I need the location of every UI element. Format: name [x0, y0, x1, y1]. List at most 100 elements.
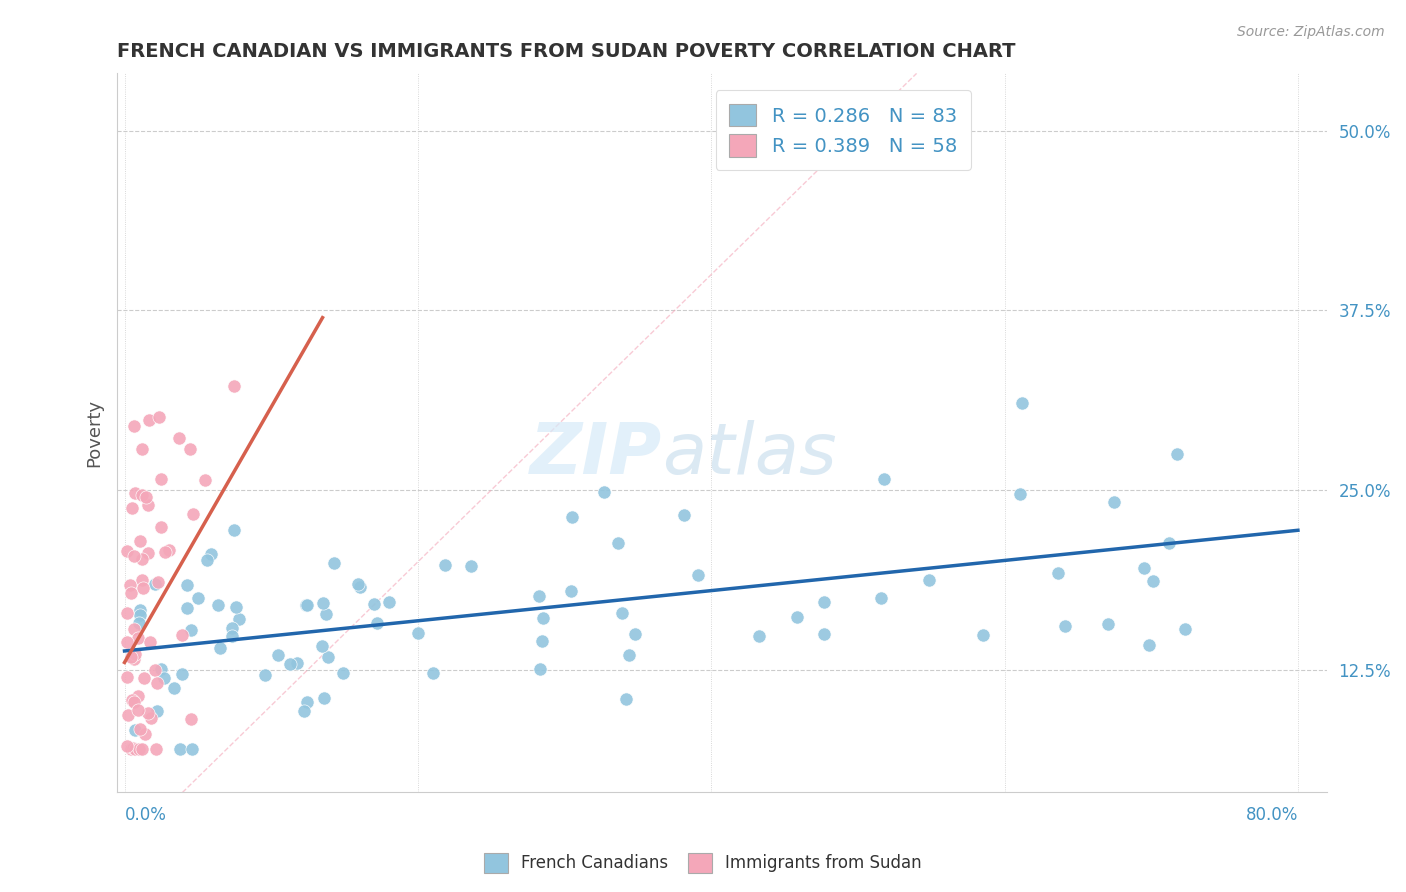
Point [181, 741, 204, 756]
Point [121, 501, 143, 516]
Point [131, 488, 153, 502]
Point [136, 545, 159, 559]
Point [152, 672, 174, 686]
Point [1008, 487, 1031, 501]
Point [128, 722, 150, 736]
Point [117, 739, 139, 753]
Point [148, 409, 170, 424]
Point [143, 577, 166, 591]
Point [813, 627, 835, 641]
Point [169, 431, 191, 445]
Point [129, 603, 152, 617]
Point [117, 708, 139, 723]
Point [117, 669, 139, 683]
Point [1142, 574, 1164, 589]
Point [131, 552, 153, 566]
Point [346, 576, 368, 591]
Point [316, 649, 339, 664]
Point [127, 631, 149, 645]
Point [124, 723, 146, 737]
Point [124, 486, 146, 500]
Point [136, 498, 159, 512]
Text: atlas: atlas [662, 419, 837, 489]
Point [267, 648, 290, 663]
Point [128, 607, 150, 622]
Point [529, 662, 551, 676]
Point [408, 626, 430, 640]
Point [295, 598, 318, 612]
Text: 80.0%: 80.0% [1246, 806, 1298, 824]
Text: 0.0%: 0.0% [125, 806, 166, 824]
Point [163, 681, 186, 696]
Point [323, 556, 346, 570]
Point [292, 704, 315, 718]
Point [150, 662, 173, 676]
Point [1046, 566, 1069, 581]
Point [122, 741, 145, 756]
Point [146, 575, 169, 590]
Point [1159, 536, 1181, 550]
Point [527, 589, 550, 603]
Point [157, 543, 180, 558]
Point [153, 545, 176, 559]
Point [1137, 638, 1160, 652]
Point [225, 599, 247, 614]
Point [254, 668, 277, 682]
Point [363, 597, 385, 611]
Point [560, 584, 582, 599]
Point [117, 606, 139, 620]
Point [917, 573, 939, 587]
Point [128, 616, 150, 631]
Point [124, 652, 146, 666]
Point [138, 706, 160, 721]
Point [813, 595, 835, 609]
Point [870, 591, 893, 606]
Point [122, 695, 145, 709]
Point [366, 615, 388, 630]
Point [561, 510, 583, 524]
Point [117, 634, 139, 648]
Point [530, 633, 553, 648]
Point [187, 591, 209, 605]
Point [614, 691, 637, 706]
Point [143, 663, 166, 677]
Point [180, 712, 202, 726]
Point [224, 523, 246, 537]
Legend: French Canadians, Immigrants from Sudan: French Canadians, Immigrants from Sudan [478, 847, 928, 880]
Point [280, 657, 302, 672]
Text: Source: ZipAtlas.com: Source: ZipAtlas.com [1237, 25, 1385, 39]
Point [607, 536, 630, 550]
Point [124, 419, 146, 434]
Point [1104, 495, 1126, 509]
Point [120, 586, 142, 600]
Point [134, 727, 156, 741]
Point [179, 442, 201, 456]
Point [180, 623, 202, 637]
Point [135, 490, 157, 504]
Point [127, 689, 149, 703]
Point [200, 547, 222, 561]
Point [209, 640, 232, 655]
Point [610, 606, 633, 620]
Point [311, 639, 333, 653]
Point [207, 599, 229, 613]
Point [1011, 395, 1033, 409]
Point [149, 520, 172, 534]
Point [672, 508, 695, 523]
Point [176, 577, 198, 591]
Point [1097, 617, 1119, 632]
Point [172, 628, 194, 642]
Point [132, 671, 155, 685]
Point [221, 621, 243, 635]
Point [120, 650, 142, 665]
Point [786, 610, 808, 624]
Point [228, 612, 250, 626]
Point [122, 622, 145, 636]
Point [139, 635, 162, 649]
Point [139, 711, 162, 725]
Point [176, 601, 198, 615]
Point [531, 611, 554, 625]
Point [297, 695, 319, 709]
Point [1166, 447, 1188, 461]
Point [972, 628, 994, 642]
